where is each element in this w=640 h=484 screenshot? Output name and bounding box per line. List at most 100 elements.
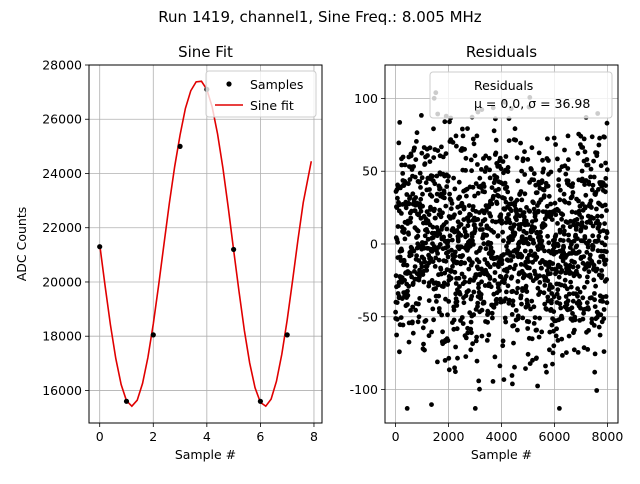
residual-point [406, 201, 412, 207]
residual-point [562, 277, 568, 283]
residual-point [594, 266, 600, 272]
residual-point [432, 264, 438, 269]
residual-point [451, 317, 457, 323]
residual-point [531, 240, 537, 246]
residual-point [542, 301, 548, 307]
residual-point [420, 191, 425, 197]
residual-point [460, 126, 465, 132]
residual-point [547, 347, 552, 353]
residual-point [557, 229, 563, 235]
residual-point [591, 277, 597, 283]
residual-point [486, 332, 492, 338]
residual-point [445, 244, 451, 249]
residual-point [407, 177, 413, 182]
residual-point [523, 366, 528, 371]
residual-point [506, 297, 512, 303]
residual-point [435, 359, 440, 365]
residual-point [430, 173, 435, 179]
residual-point [438, 266, 444, 272]
residual-point [410, 330, 416, 336]
residual-point [412, 264, 418, 269]
x-tick-label: 8000 [592, 429, 624, 444]
residual-point [406, 231, 411, 237]
residual-point [426, 298, 432, 303]
residual-point [519, 168, 524, 174]
residual-point [493, 137, 499, 143]
residuals-series [393, 90, 610, 411]
residual-point [552, 200, 558, 206]
residual-point [404, 406, 410, 411]
residual-point [559, 336, 565, 342]
residual-point [518, 293, 524, 299]
residual-point [580, 295, 586, 301]
residual-point [407, 194, 413, 200]
residual-point [504, 289, 509, 295]
residual-point [497, 288, 502, 293]
residual-point [503, 319, 509, 325]
residual-point [461, 204, 467, 210]
residuals-title: Residuals [466, 43, 537, 61]
residual-point [506, 138, 512, 144]
residual-point [443, 219, 449, 225]
residual-point [545, 233, 550, 239]
residual-point [549, 322, 555, 328]
residual-point [537, 280, 543, 285]
residual-point [586, 238, 592, 244]
residual-point [515, 279, 521, 284]
residual-point [577, 289, 583, 295]
residual-point [495, 233, 501, 239]
residual-point [603, 160, 608, 166]
sine-fit-grid [89, 64, 322, 423]
residual-point [556, 295, 562, 301]
residual-point [468, 347, 474, 353]
residual-point [491, 193, 496, 199]
residual-point [436, 293, 442, 299]
residual-point [531, 321, 537, 326]
residual-point [507, 264, 513, 270]
residual-point [539, 178, 545, 184]
residual-point [457, 291, 463, 297]
residual-point [473, 181, 479, 187]
residual-point [443, 203, 449, 209]
residual-point [512, 230, 518, 236]
residual-point [564, 302, 570, 307]
residual-point [463, 354, 469, 359]
residual-point [417, 179, 423, 185]
residual-point [544, 369, 549, 375]
residual-point [408, 215, 414, 221]
residual-point [567, 224, 573, 230]
residual-point [451, 307, 457, 313]
residual-point [482, 257, 488, 262]
residual-point [571, 347, 577, 353]
residual-point [397, 254, 403, 260]
residual-point [410, 191, 416, 197]
residual-point [488, 240, 494, 246]
residual-point [450, 226, 456, 231]
residual-point [488, 245, 494, 251]
residual-point [463, 155, 469, 161]
residual-point [459, 315, 465, 320]
residual-point [525, 351, 531, 357]
residual-point [603, 235, 609, 241]
residual-point [449, 247, 454, 253]
residual-point [500, 338, 506, 344]
residual-point [490, 315, 495, 321]
residual-point [581, 136, 587, 142]
residual-point [570, 311, 575, 316]
residual-point [531, 200, 536, 206]
residual-point [528, 248, 534, 254]
residual-point [501, 377, 507, 382]
residual-point [553, 212, 559, 218]
residual-point [557, 167, 562, 173]
residual-point [522, 272, 528, 278]
residual-point [596, 142, 602, 148]
residual-point [593, 283, 598, 289]
residual-point [422, 161, 428, 167]
residual-point [459, 244, 464, 250]
residual-point [522, 248, 528, 254]
residual-point [422, 233, 428, 239]
residual-point [546, 193, 552, 199]
residual-point [588, 166, 594, 172]
residual-point [416, 301, 421, 307]
residual-point [514, 197, 520, 203]
